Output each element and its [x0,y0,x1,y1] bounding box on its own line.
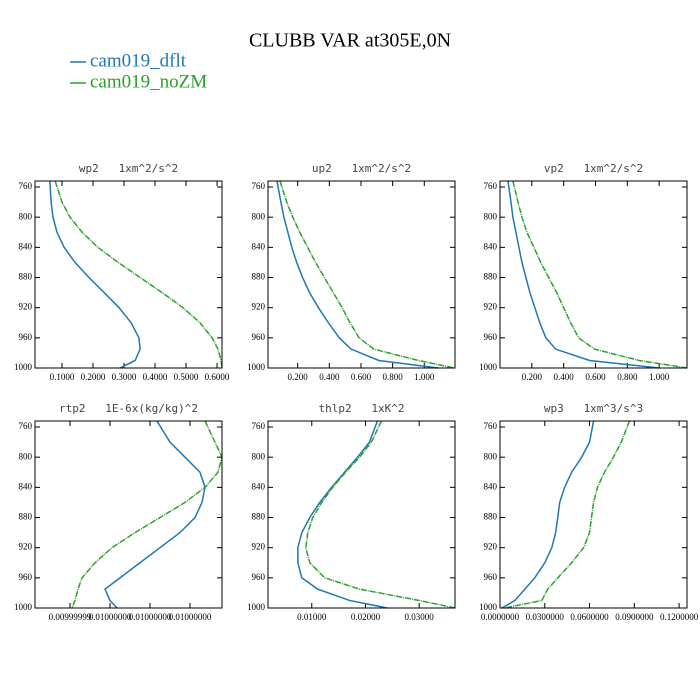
y-tick-label: 760 [484,181,498,191]
x-tick-label: 0.01000 [297,612,327,622]
panel-title: wp2 1xm^2/s^2 [79,162,178,175]
x-tick-label: 0.01000000 [169,612,212,622]
y-tick-label: 1000 [14,602,33,612]
y-tick-label: 840 [252,481,266,491]
y-tick-label: 840 [19,481,33,491]
panel-frame [267,420,456,609]
panel-title: thlp2 1xK^2 [318,402,404,415]
y-tick-label: 920 [484,302,498,312]
x-tick-label: 0.0000000 [481,612,520,622]
profile-line [279,180,455,369]
profile-line [54,180,223,369]
x-tick-label: 0.400 [319,372,340,382]
y-tick-label: 920 [484,542,498,552]
x-tick-label: 0.2000 [81,372,106,382]
profile-line [504,420,631,609]
profile-line [305,420,456,609]
x-tick-label: 0.03000 [405,612,435,622]
y-tick-label: 920 [252,302,266,312]
panel-title: vp2 1xm^2/s^2 [544,162,643,175]
profile-line [297,420,388,609]
x-tick-label: 0.6000 [205,372,230,382]
panel-frame [267,180,456,369]
y-tick-label: 760 [19,181,33,191]
y-tick-label: 920 [19,302,33,312]
profile-line [507,180,660,369]
y-tick-label: 1000 [14,362,33,372]
y-tick-label: 800 [19,211,33,221]
x-tick-label: 0.600 [351,372,372,382]
y-tick-label: 880 [484,512,498,522]
y-tick-label: 920 [252,542,266,552]
panel-frame [499,420,688,609]
y-tick-label: 960 [252,332,266,342]
x-tick-label: 0.0900000 [615,612,654,622]
y-tick-label: 840 [252,241,266,251]
x-tick-label: 0.0600000 [570,612,609,622]
y-tick-label: 800 [252,211,266,221]
y-tick-label: 880 [252,512,266,522]
y-tick-label: 840 [19,241,33,251]
y-tick-label: 960 [252,572,266,582]
x-tick-label: 0.200 [288,372,309,382]
x-tick-label: 0.00999999 [49,612,92,622]
y-tick-label: 1000 [247,602,266,612]
legend-label: cam019_noZM [90,71,207,92]
profile-line [501,420,595,609]
x-tick-label: 0.800 [617,372,638,382]
y-tick-label: 800 [19,451,33,461]
y-tick-label: 760 [252,181,266,191]
panel-title: rtp2 1E-6x(kg/kg)^2 [59,402,198,415]
x-tick-label: 0.200 [522,372,543,382]
y-tick-label: 760 [484,421,498,431]
y-tick-label: 1000 [479,602,498,612]
y-tick-label: 880 [484,272,498,282]
y-tick-label: 880 [19,512,33,522]
x-tick-label: 0.800 [383,372,404,382]
profile-line [104,420,206,609]
x-tick-label: 0.0300000 [526,612,565,622]
y-tick-label: 840 [484,241,498,251]
x-tick-label: 0.3000 [112,372,137,382]
profile-line [276,180,439,369]
x-tick-label: 0.01000000 [129,612,172,622]
x-tick-label: 0.1000 [50,372,75,382]
x-tick-label: 0.01000000 [89,612,132,622]
panel-frame [34,180,223,369]
panel-frame [34,420,223,609]
x-tick-label: 1.000 [649,372,670,382]
profile-line [512,180,688,369]
x-tick-label: 0.1200000 [660,612,699,622]
y-tick-label: 960 [19,572,33,582]
y-tick-label: 760 [252,421,266,431]
y-tick-label: 760 [19,421,33,431]
y-tick-label: 800 [484,211,498,221]
y-tick-label: 840 [484,481,498,491]
y-tick-label: 880 [19,272,33,282]
x-tick-label: 0.02000 [351,612,381,622]
profile-line [71,420,223,609]
x-tick-label: 0.600 [585,372,606,382]
x-tick-label: 0.4000 [143,372,168,382]
x-tick-label: 0.400 [554,372,575,382]
legend-label: cam019_dflt [90,50,187,71]
profile-line [49,180,141,369]
y-tick-label: 1000 [247,362,266,372]
y-tick-label: 960 [484,332,498,342]
y-tick-label: 800 [484,451,498,461]
panel-frame [499,180,688,369]
panel-title: wp3 1xm^3/s^3 [544,402,643,415]
y-tick-label: 880 [252,272,266,282]
panel-title: up2 1xm^2/s^2 [312,162,411,175]
y-tick-label: 960 [19,332,33,342]
figure-title: CLUBB VAR at305E,0N [249,30,451,52]
x-tick-label: 1.000 [414,372,435,382]
y-tick-label: 1000 [479,362,498,372]
y-tick-label: 920 [19,542,33,552]
x-tick-label: 0.5000 [174,372,199,382]
y-tick-label: 960 [484,572,498,582]
y-tick-label: 800 [252,451,266,461]
